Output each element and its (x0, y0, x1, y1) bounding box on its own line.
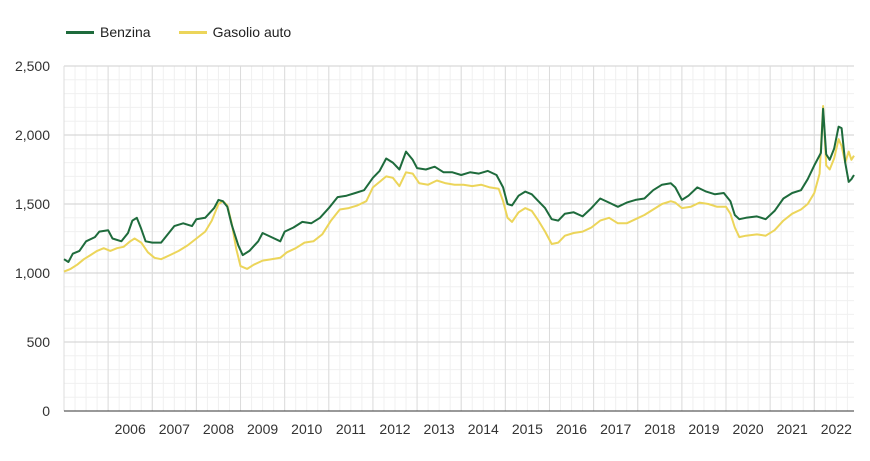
x-tick-label: 2022 (821, 421, 852, 437)
legend-item-gasolio[interactable]: Gasolio auto (178, 24, 292, 40)
legend-swatch-benzina (66, 30, 94, 34)
legend-label-gasolio: Gasolio auto (212, 24, 292, 40)
x-tick-label: 2006 (115, 421, 146, 437)
minor-gridlines (63, 66, 854, 411)
legend-item-benzina[interactable]: Benzina (66, 24, 151, 40)
y-tick-label: 2,500 (15, 58, 50, 74)
series-line-gasolio (63, 105, 855, 273)
y-tick-label: 2,000 (15, 127, 50, 143)
y-tick-label: 500 (27, 334, 51, 350)
y-tick-label: 0 (42, 403, 50, 419)
legend-swatch-gasolio (178, 30, 207, 34)
x-axis-tick-labels: 2006 2007 2008 2009 2010 2011 2012 2013 2014 2015… (115, 421, 853, 437)
x-tick-label: 2008 (203, 421, 234, 437)
y-tick-label: 1,000 (15, 265, 50, 281)
x-tick-label: 2021 (777, 421, 808, 437)
x-tick-label: 2007 (159, 421, 190, 437)
x-tick-label: 2014 (468, 421, 499, 437)
y-tick-label: 1,500 (15, 196, 50, 212)
x-tick-label: 2016 (556, 421, 587, 437)
y-axis-tick-labels: 0 500 1,000 1,500 2,000 2,500 (15, 58, 50, 419)
x-tick-label: 2017 (600, 421, 631, 437)
x-tick-label: 2009 (247, 421, 278, 437)
legend-label-benzina: Benzina (100, 24, 151, 40)
x-tick-label: 2015 (512, 421, 543, 437)
x-tick-label: 2011 (336, 421, 366, 437)
x-tick-label: 2018 (644, 421, 675, 437)
x-tick-label: 2012 (379, 421, 410, 437)
series-lines (63, 105, 855, 273)
chart-legend: Benzina Gasolio auto (66, 24, 291, 40)
x-tick-label: 2020 (733, 421, 764, 437)
series-line-benzina (63, 107, 855, 263)
major-gridlines (63, 65, 854, 411)
x-tick-label: 2013 (424, 421, 455, 437)
x-tick-label: 2010 (291, 421, 322, 437)
x-tick-label: 2019 (688, 421, 719, 437)
